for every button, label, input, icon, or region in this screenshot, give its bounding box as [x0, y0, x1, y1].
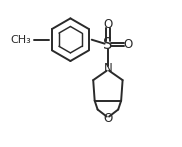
Text: O: O [103, 112, 112, 125]
Text: CH₃: CH₃ [10, 35, 31, 45]
Text: O: O [103, 18, 112, 31]
Text: S: S [103, 37, 113, 52]
Text: N: N [104, 62, 112, 75]
Text: O: O [124, 38, 133, 51]
